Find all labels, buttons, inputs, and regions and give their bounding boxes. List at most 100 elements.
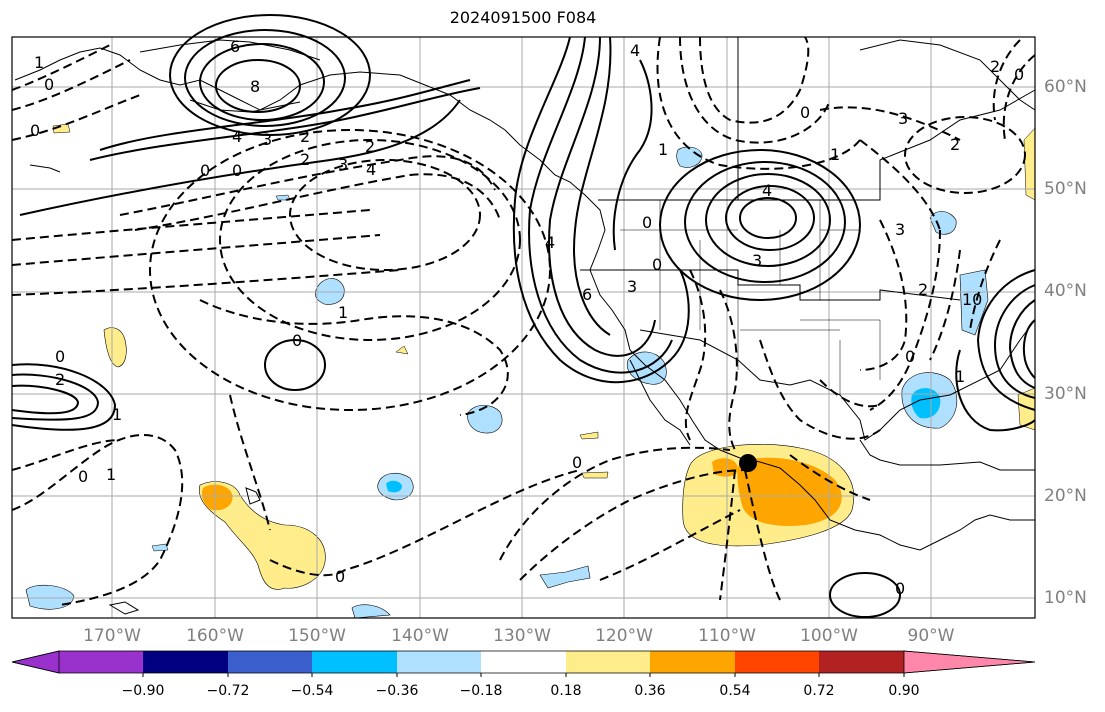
contour-labels: 6 8 4 3 2 0 0 0 2 3 4 2 1 3 4 4 1 0 4 3 … [30,37,1024,598]
contour-label: 4 [545,233,555,252]
contour-label: 3 [898,109,908,128]
lon-label: 110°W [698,626,756,646]
contour-label: 0 [572,453,582,472]
colorbar-tick-label: 0.54 [719,683,751,699]
contour-label: 4 [630,41,640,60]
positive-anomaly-patch [581,471,609,479]
strong-positive-anomaly-patch [202,484,233,511]
colorbar-tick-label: −0.54 [290,683,334,699]
contour-label: 4 [232,127,242,146]
shading-layer [25,123,1036,619]
contour-label: 3 [262,130,272,149]
black-circle-marker [739,454,757,472]
contour-label: 0 [895,579,905,598]
colorbar-tick-label: 0.90 [888,683,920,699]
contour-label: 8 [250,77,260,96]
colorbar-segment [143,651,228,673]
contour-label: 0 [652,255,662,274]
lon-label: 100°W [800,626,858,646]
colorbar-segment [481,651,566,673]
lon-label: 150°W [288,626,346,646]
map-title: 2024091500 F084 [449,8,597,27]
lon-label: 90°W [907,626,955,646]
lat-label: 50°N [1044,179,1087,199]
lat-label: 10°N [1044,588,1087,608]
contour-label: 2 [950,135,960,154]
negative-anomaly-patch [929,211,957,235]
colorbar-tick-label: −0.90 [121,683,165,699]
contour-label: 0 [200,161,210,180]
lat-label: 40°N [1044,281,1087,301]
colorbar-tick-label: 0.72 [803,683,835,699]
positive-anomaly-patch [103,327,127,368]
contour-label: 0 [232,161,242,180]
contour-label: 6 [582,285,592,304]
contour-label: 2 [300,127,310,146]
contour-label: 0 [55,347,65,366]
positive-anomaly-patch [579,431,599,440]
contour-label: 0 [292,331,302,350]
negative-anomaly-patch [25,584,75,610]
lon-label: 160°W [186,626,244,646]
contour-label: 10 [962,290,982,309]
graticule [12,37,1035,618]
colorbar-tick-label: 0.18 [550,683,582,699]
coastlines [14,37,1036,615]
lat-label: 60°N [1044,77,1087,97]
lon-label: 170°W [83,626,141,646]
colorbar-tick-label: −0.18 [459,683,503,699]
colorbar-segment [59,651,143,673]
contour-label: 3 [895,220,905,239]
contour-label: 2 [300,150,310,169]
contour-label: 0 [30,121,40,140]
negative-anomaly-patch [314,278,345,305]
contour-label: 1 [34,53,44,72]
lon-label: 130°W [493,626,551,646]
contour-label: 0 [335,567,345,586]
positive-anomaly-patch [52,123,71,134]
positive-anomaly-patch [395,345,409,355]
contour-label: 3 [627,277,637,296]
contour-label: 2 [990,57,1000,76]
contour-label: 3 [338,155,348,174]
contour-label: 6 [230,37,240,56]
contour-label: 1 [658,140,668,159]
colorbar-outline [11,650,1036,674]
negative-anomaly-patch [676,146,703,168]
contour-label: 2 [365,137,375,156]
colorbar-segment [903,650,1036,674]
strong-negative-anomaly-patch [386,480,402,493]
colorbar-tick-label: −0.36 [375,683,419,699]
colorbar-segment [566,651,650,673]
contour-label: 0 [44,75,54,94]
strong-negative-anomaly-patch [911,388,941,419]
colorbar-segment [650,651,735,673]
contour-label: 0 [642,213,652,232]
colorbar-segment [735,651,819,673]
contour-label: 1 [955,367,965,386]
colorbar-segment [819,651,904,673]
contour-label: 1 [112,405,122,424]
dashed-contours [11,36,1036,606]
contour-label: 2 [55,370,65,389]
contour-label: 0 [78,467,88,486]
contour-label: 0 [800,103,810,122]
lon-label: 140°W [391,626,449,646]
colorbar-segment [397,651,481,673]
contour-label: 3 [752,251,762,270]
contour-label: 1 [106,465,116,484]
colorbar-segment [312,651,397,673]
contour-label: 0 [905,347,915,366]
map-frame [11,36,1036,619]
colorbar-tick-label: −0.72 [206,683,250,699]
positive-anomaly-patch [199,481,326,590]
contour-label: 2 [918,280,928,299]
contour-label: 4 [762,181,772,200]
negative-anomaly-patch [351,604,391,619]
colorbar [11,650,1036,677]
contour-label: 1 [830,145,840,164]
solid-contours [11,14,1036,618]
colorbar-segment [228,651,312,673]
contour-label: 0 [1014,65,1024,84]
